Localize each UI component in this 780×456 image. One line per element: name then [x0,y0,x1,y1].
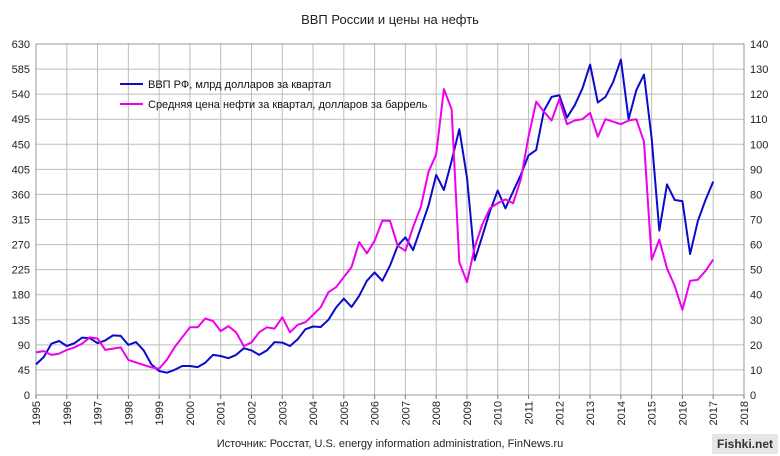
y-left-tick-label: 270 [12,240,30,252]
plot-frame [35,43,745,396]
x-tick-label: 2008 [431,401,443,425]
y-left-tick-label: 585 [12,64,30,76]
y-left-tick-label: 495 [12,114,30,126]
x-tick-label: 2007 [400,401,412,425]
x-tick-label: 2011 [524,401,536,425]
series-lines [35,58,715,374]
y-right-tick-label: 30 [750,315,762,327]
y-right-tick-label: 140 [750,39,768,51]
y-right-tick-label: 0 [750,390,756,402]
chart-title: ВВП России и цены на нефть [301,12,479,27]
x-tick-label: 2015 [647,401,659,425]
y-right-tick-label: 40 [750,290,762,302]
x-tick-label: 2018 [739,401,751,425]
y-left-tick-label: 0 [24,390,30,402]
legend-label-oil: Средняя цена нефти за квартал, долларов … [148,99,428,111]
watermark-box [712,434,778,454]
x-axis: 1995 1996 1997 1998 1999 2000 2001 2002 2003 2004… [31,395,751,425]
x-tick-label: 2012 [554,401,566,425]
x-tick-label: 2010 [493,401,505,425]
series-line-0 [35,58,715,374]
y-right-tick-label: 100 [750,139,768,151]
grid [35,43,745,396]
y-left-tick-label: 180 [12,290,30,302]
y-left-tick-label: 315 [12,215,30,227]
x-tick-label: 1995 [31,401,43,425]
x-tick-label: 2003 [277,401,289,425]
x-tick-label: 2002 [246,401,258,425]
y-right-tick-label: 70 [750,215,762,227]
legend: ВВП РФ, млрд долларов за квартал Средняя… [120,79,428,111]
y-right-tick-label: 10 [750,365,762,377]
x-tick-label: 2014 [616,401,628,425]
x-tick-label: 1999 [154,401,166,425]
y-right-tick-label: 120 [750,89,768,101]
y-left-tick-label: 90 [18,340,30,352]
x-tick-label: 2005 [339,401,351,425]
y-left-tick-label: 135 [12,315,30,327]
y-left-axis: 0 45 90 135 180 225 270 315 360 405 450 495 540 585 63… [12,39,30,402]
source-note: Источник: Росстат, U.S. energy informati… [217,438,564,450]
y-left-tick-label: 630 [12,39,30,51]
y-right-tick-label: 110 [750,114,768,126]
x-tick-label: 1997 [93,401,105,425]
y-left-tick-label: 225 [12,265,30,277]
series-line-1 [35,88,715,370]
x-tick-label: 2009 [462,401,474,425]
y-right-tick-label: 60 [750,240,762,252]
x-tick-label: 2016 [677,401,689,425]
y-right-axis: 0 10 20 30 40 50 60 70 80 90 100 110 120 130 140 [750,39,768,402]
y-right-tick-label: 20 [750,340,762,352]
x-tick-label: 2004 [308,401,320,425]
y-left-tick-label: 540 [12,89,30,101]
y-right-tick-label: 130 [750,64,768,76]
x-tick-label: 2001 [216,401,228,425]
watermark: Fishki.net [717,437,773,451]
x-tick-label: 2013 [585,401,597,425]
y-right-tick-label: 50 [750,265,762,277]
y-right-tick-label: 90 [750,164,762,176]
y-left-tick-label: 360 [12,189,30,201]
y-left-tick-label: 45 [18,365,30,377]
x-tick-label: 1998 [123,401,135,425]
y-left-tick-label: 450 [12,139,30,151]
y-left-tick-label: 405 [12,164,30,176]
x-tick-label: 1996 [62,401,74,425]
x-tick-label: 2006 [370,401,382,425]
x-tick-label: 2000 [185,401,197,425]
x-tick-label: 2017 [708,401,720,425]
legend-label-gdp: ВВП РФ, млрд долларов за квартал [148,79,331,91]
y-right-tick-label: 80 [750,189,762,201]
